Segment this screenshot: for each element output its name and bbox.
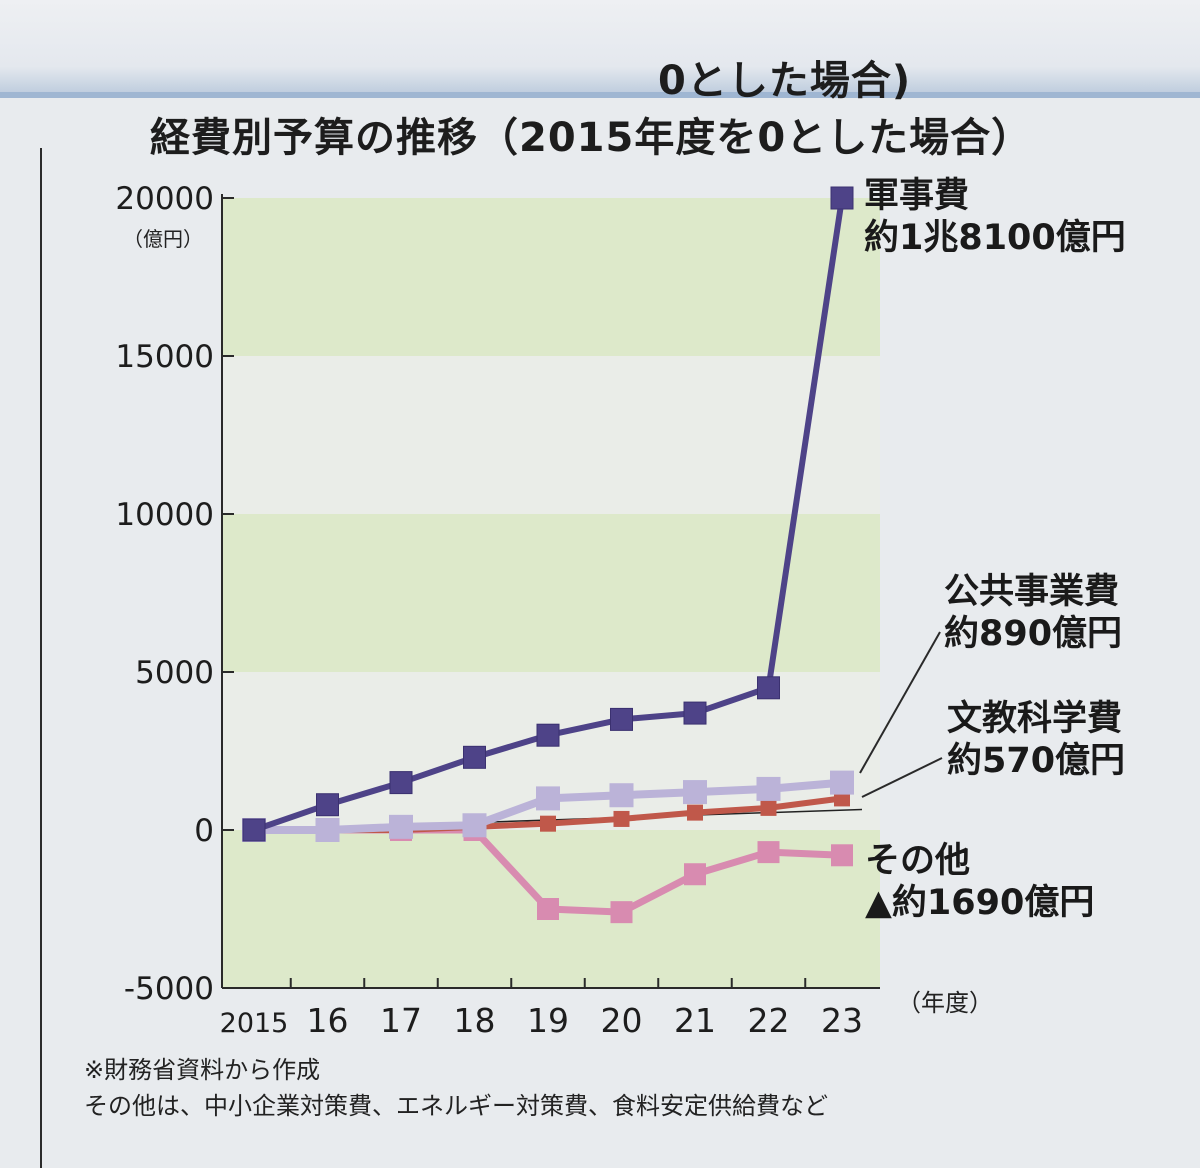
chart-title: 経費別予算の推移（2015年度を0とした場合） <box>150 115 1033 161</box>
top-band <box>0 0 1200 95</box>
series-3-point-8 <box>830 186 854 210</box>
y-tick-label-4: 0 <box>194 813 214 849</box>
series-lines <box>242 186 854 924</box>
x-tick-label-8: 23 <box>821 1001 863 1040</box>
x-tick-label-6: 21 <box>674 1001 716 1040</box>
x-tick-label-1: 16 <box>307 1001 349 1040</box>
x-axis-unit: （年度） <box>897 989 993 1017</box>
series-0-point-5 <box>610 901 633 924</box>
series-2-point-8 <box>830 770 854 795</box>
y-tick-label-1: 15000 <box>115 339 214 375</box>
series-3-point-6 <box>683 701 707 725</box>
top-rule <box>0 92 1200 98</box>
label-leaders <box>859 631 943 798</box>
series-2-point-3 <box>462 813 487 838</box>
series-3-point-2 <box>389 771 413 795</box>
series-3-point-7 <box>757 676 780 700</box>
y-ticks: 20000 15000 10000 5000 0 -5000 <box>115 181 234 1007</box>
source-note: ※財務省資料から作成 <box>84 1056 321 1084</box>
series-3-label-0: 軍事費 <box>864 176 969 216</box>
x-tick-label-7: 22 <box>748 1001 790 1040</box>
series-0-point-7 <box>757 841 780 864</box>
series-2-label-1: 約890億円 <box>944 614 1122 654</box>
series-1-point-7 <box>760 799 777 816</box>
y-tick-label-0: 20000 <box>115 181 214 217</box>
series-2-label-0: 公共事業費 <box>944 572 1119 612</box>
header-subtitle: 0とした場合) <box>658 58 912 104</box>
x-ticks: 2015 16 17 18 19 20 21 22 23 <box>220 978 863 1040</box>
y-axis-unit: （億円） <box>123 227 203 251</box>
x-tick-label-0: 2015 <box>220 1008 289 1039</box>
left-rule <box>40 148 42 1168</box>
x-tick-label-2: 17 <box>380 1001 422 1040</box>
y-tick-label-5: -5000 <box>124 971 214 1007</box>
series-2-point-4 <box>536 786 560 811</box>
series-0-label-1: ▲約1690億円 <box>865 883 1094 923</box>
y-tick-label-2: 10000 <box>115 497 214 533</box>
x-tick-label-5: 20 <box>601 1001 643 1040</box>
series-3-point-5 <box>610 707 633 731</box>
y-tick-label-3: 5000 <box>135 655 214 691</box>
series-1-point-4 <box>540 815 556 832</box>
band-1 <box>222 514 880 672</box>
series-1-point-6 <box>687 804 703 821</box>
series-3-point-4 <box>536 723 560 747</box>
x-tick-label-4: 19 <box>527 1001 569 1040</box>
leader-education <box>861 757 943 798</box>
series-0-point-8 <box>831 844 853 867</box>
series-2-point-1 <box>315 818 340 842</box>
series-2-point-7 <box>756 776 781 801</box>
series-0-point-4 <box>537 898 559 920</box>
series-0-point-6 <box>684 863 706 886</box>
leader-public-works <box>859 631 941 774</box>
series-3-point-1 <box>316 793 339 817</box>
series-2-point-6 <box>683 780 707 805</box>
series-1-point-5 <box>613 810 630 827</box>
other-note: その他は、中小企業対策費、エネルギー対策費、食料安定供給費など <box>84 1092 828 1120</box>
series-2-point-2 <box>389 814 413 839</box>
band-0 <box>222 198 880 356</box>
series-3-point-0 <box>242 818 266 842</box>
series-1-label-0: 文教科学費 <box>947 698 1122 739</box>
series-0-label-0: その他 <box>865 841 970 881</box>
series-3-point-3 <box>463 745 486 769</box>
x-tick-label-3: 18 <box>454 1001 496 1040</box>
series-3-label-1: 約1兆8100億円 <box>864 218 1126 258</box>
series-2-point-5 <box>609 783 634 808</box>
series-1-label-1: 約570億円 <box>947 741 1125 781</box>
